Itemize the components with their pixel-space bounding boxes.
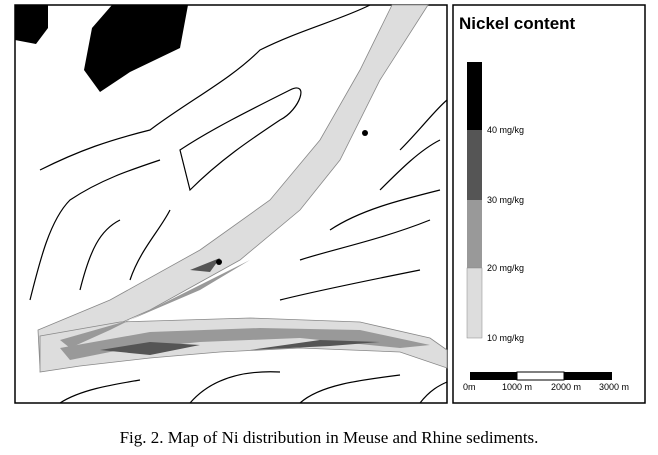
legend-title: Nickel content <box>459 14 576 33</box>
color-swatch <box>466 267 483 339</box>
color-swatch <box>467 130 482 200</box>
map <box>14 4 448 404</box>
land-block <box>84 5 188 92</box>
legend: Nickel content 40 mg/kg 30 mg/kg 20 mg/k… <box>452 4 646 404</box>
scale-segment <box>516 371 565 381</box>
legend-label: 30 mg/kg <box>487 195 524 205</box>
channel <box>39 4 371 171</box>
scale-segment <box>470 372 517 380</box>
scale-label: 2000 m <box>551 382 581 392</box>
color-swatch <box>467 200 482 268</box>
legend-label: 10 mg/kg <box>487 333 524 343</box>
color-swatch <box>467 62 482 130</box>
scale-label: 3000 m <box>599 382 629 392</box>
legend-label: 40 mg/kg <box>487 125 524 135</box>
legend-label: 20 mg/kg <box>487 263 524 273</box>
scale-label: 0m <box>463 382 476 392</box>
sample-point <box>216 259 222 265</box>
zone-20 <box>60 260 250 348</box>
channel <box>179 87 302 192</box>
channel <box>79 209 171 291</box>
zone-20 <box>60 328 430 360</box>
sample-point <box>362 130 368 136</box>
scale-segment <box>564 372 612 380</box>
channel <box>379 99 448 191</box>
caption: Fig. 2. Map of Ni distribution in Meuse … <box>120 428 539 447</box>
land-block <box>15 5 48 44</box>
channel <box>59 371 448 404</box>
channel <box>29 159 161 301</box>
scale-label: 1000 m <box>502 382 532 392</box>
channel <box>279 189 441 301</box>
legend-frame <box>452 4 646 404</box>
